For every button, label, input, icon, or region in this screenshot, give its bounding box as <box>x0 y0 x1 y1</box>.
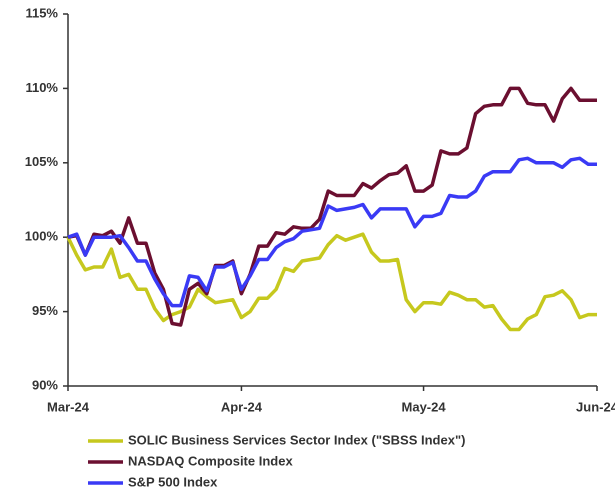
series-line <box>66 232 597 332</box>
x-tick-label: Apr-24 <box>221 399 263 414</box>
legend-label: NASDAQ Composite Index <box>128 453 293 468</box>
y-tick-label: 115% <box>25 5 58 20</box>
series-line <box>67 156 597 308</box>
y-tick-label: 110% <box>25 80 58 95</box>
y-tick-label: 100% <box>25 229 59 244</box>
legend-label: SOLIC Business Services Sector Index ("S… <box>128 432 465 447</box>
x-tick-label: May-24 <box>402 399 447 414</box>
x-tick-label: Mar-24 <box>47 399 90 414</box>
x-tick-label: Jun-24 <box>576 399 615 414</box>
legend-label: S&P 500 Index <box>128 474 218 489</box>
y-tick-label: 105% <box>25 154 59 169</box>
y-tick-label: 95% <box>32 303 58 318</box>
y-tick-label: 90% <box>32 377 58 392</box>
series-line <box>67 86 597 327</box>
